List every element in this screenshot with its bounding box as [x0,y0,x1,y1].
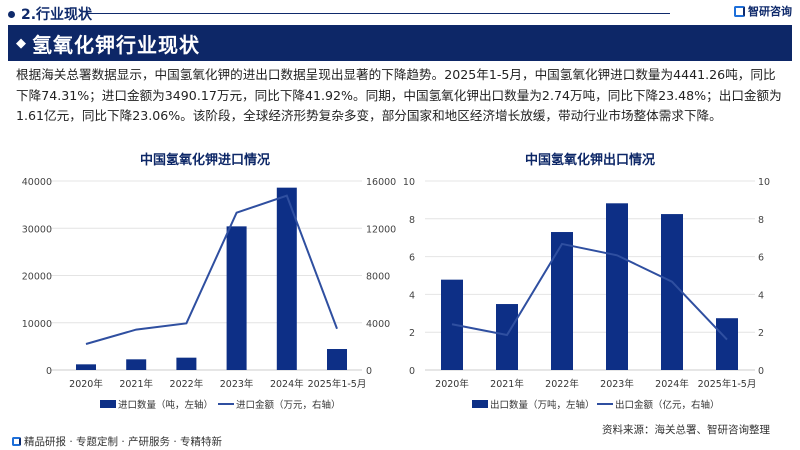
divider [88,13,670,14]
left-axis-tick: 6 [409,253,415,264]
x-axis-tick: 2021年 [119,378,153,390]
logo-icon [12,437,21,446]
page-title: 氢氧化钾行业现状 [32,32,200,57]
left-axis-tick: 30000 [22,224,52,235]
bullet-icon [8,10,15,18]
right-axis-tick: 6 [758,253,764,264]
x-axis-tick: 2025年1-5月 [308,378,367,390]
x-axis-tick: 2022年 [545,378,579,390]
bar [276,187,297,370]
bar [496,304,518,370]
legend-bar-label: 进口数量（吨，左轴） [118,399,213,411]
x-axis-tick: 2023年 [600,378,634,390]
x-axis-tick: 2024年 [270,378,304,390]
right-axis-tick: 12000 [366,224,396,235]
right-axis-tick: 2 [758,328,764,339]
bar [76,364,96,370]
x-axis-tick: 2020年 [435,378,469,390]
x-axis-tick: 2021年 [490,378,524,390]
right-axis-tick: 0 [366,366,372,377]
right-axis-tick: 0 [758,366,764,377]
right-axis-tick: 16000 [366,177,396,188]
legend-line-label: 进口金额（万元，右轴） [236,399,341,411]
x-axis-tick: 2024年 [655,378,689,390]
bar [226,226,247,370]
left-axis-tick: 20000 [22,272,52,283]
summary-paragraph: 根据海关总署数据显示，中国氢氧化钾的进出口数据呈现出显著的下降趋势。2025年1… [16,67,782,123]
export-chart: 中国氢氧化钾出口情况 0 2 4 6 8 10 0 2 4 6 8 10 2020年 2021年 2022年 2… [403,152,770,411]
legend-line-label: 出口金额（亿元，右轴） [615,399,720,411]
x-axis-tick: 2020年 [69,378,103,390]
right-axis-tick: 4 [758,290,764,301]
bar [551,232,573,370]
left-axis-tick: 8 [409,215,415,226]
bar [661,214,683,370]
source-note: 资料来源：海关总署、智研咨询整理 [602,424,770,436]
footer-tagline: 精品研报 · 专题定制 · 产研服务 · 专精特新 [24,436,223,448]
left-axis-tick: 2 [409,328,415,339]
left-axis-tick: 4 [409,290,415,301]
bar [176,357,197,370]
bar [327,349,347,370]
right-axis-tick: 4000 [366,319,390,330]
bar [126,359,147,370]
diamond-icon: ◆ [16,35,26,51]
line-series [85,194,338,345]
right-axis-tick: 10 [758,177,770,188]
chart-title: 中国氢氧化钾出口情况 [525,152,655,168]
left-axis-tick: 10000 [22,319,52,330]
brand-name: 智研咨询 [748,5,792,18]
right-axis-tick: 8000 [366,272,390,283]
legend-bar-swatch [472,400,488,408]
chart-title: 中国氢氧化钾进口情况 [140,152,270,168]
logo-icon [734,5,745,17]
section-header: 2.行业现状 [8,5,792,23]
x-axis-tick: 2023年 [220,378,254,390]
legend-bar-label: 出口数量（万吨，左轴） [490,399,595,411]
bar [606,203,628,370]
left-axis-tick: 0 [409,366,415,377]
line-series [451,242,728,341]
legend-bar-swatch [100,400,116,408]
import-chart: 中国氢氧化钾进口情况 0 10000 20000 30000 40000 0 4000 8000… [22,152,396,411]
left-axis-tick: 40000 [22,177,52,188]
bar [716,318,738,370]
x-axis-tick: 2025年1-5月 [698,378,757,390]
brand-logo: 智研咨询 [734,3,792,19]
x-axis-tick: 2022年 [170,378,204,390]
section-title: 2.行业现状 [21,7,93,23]
left-axis-tick: 0 [46,366,52,377]
right-axis-tick: 8 [758,215,764,226]
title-banner: ◆ 氢氧化钾行业现状 [8,25,792,61]
footer: 精品研报 · 专题定制 · 产研服务 · 专精特新 [12,434,222,449]
left-axis-tick: 10 [403,177,415,188]
